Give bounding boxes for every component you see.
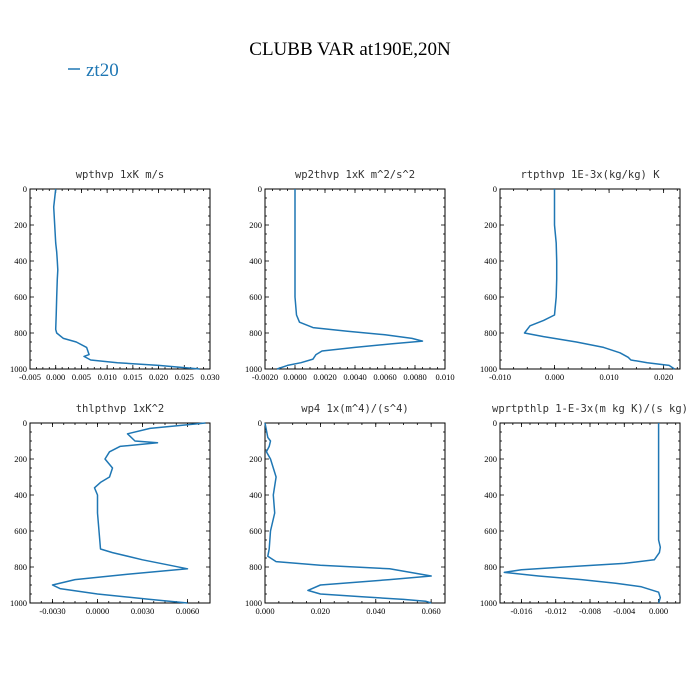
y-tick-label: 600 (484, 292, 497, 302)
y-tick-label: 1000 (245, 598, 262, 608)
x-tick-label: -0.004 (613, 606, 636, 616)
y-tick-label: 0 (258, 184, 262, 194)
x-tick-label: 0.0000 (283, 372, 306, 382)
panel-title: wp2thvp 1xK m^2/s^2 (295, 169, 415, 181)
panel-title: wpthvp 1xK m/s (76, 169, 165, 181)
x-tick-label: 0.010 (435, 372, 454, 382)
series-line (276, 189, 424, 370)
x-tick-label: 0.020 (654, 372, 673, 382)
chart-panel: thlpthvp 1xK^2 0 200 400 600 800 1000 -0.0030 0.… (10, 403, 211, 616)
y-tick-label: 0 (493, 184, 497, 194)
x-tick-label: 0.000 (255, 606, 274, 616)
series-line (51, 422, 206, 604)
chart-panel: wp2thvp 1xK m^2/s^2 0 200 400 600 800 1000-0.0… (245, 169, 455, 382)
x-tick-label: 0.0000 (86, 606, 109, 616)
y-tick-label: 0 (258, 418, 262, 428)
y-tick-label: 0 (493, 418, 497, 428)
y-tick-label: 200 (14, 454, 27, 464)
x-tick-label: 0.015 (123, 372, 142, 382)
series-line (523, 189, 675, 370)
x-tick-label: 0.025 (175, 372, 194, 382)
y-tick-label: 400 (14, 256, 27, 266)
y-tick-label: 0 (23, 418, 27, 428)
y-tick-label: 0 (23, 184, 27, 194)
x-tick-label: 0.0060 (373, 372, 396, 382)
x-tick-label: 0.010 (98, 372, 117, 382)
chart-panel: wpthvp 1xK m/s 0 200 400 600 800 1000-0.005 0.0… (10, 169, 220, 382)
legend: zt20 (68, 60, 119, 81)
x-tick-label: 0.005 (72, 372, 91, 382)
y-tick-label: 800 (484, 328, 497, 338)
x-tick-label: -0.008 (579, 606, 601, 616)
y-tick-label: 1000 (480, 598, 497, 608)
y-tick-label: 200 (14, 220, 27, 230)
x-tick-label: 0.040 (366, 606, 385, 616)
y-tick-label: 400 (14, 490, 27, 500)
x-tick-label: 0.000 (46, 372, 65, 382)
y-tick-label: 1000 (480, 364, 497, 374)
figure-title: CLUBB VAR at190E,20N (249, 39, 451, 60)
x-tick-label: 0.020 (311, 606, 330, 616)
plot-frame (264, 422, 446, 604)
y-tick-label: 200 (249, 220, 262, 230)
chart-panel: wprtpthlp 1-E-3x(m kg K)/(s kg) 0 200 400 60… (480, 403, 688, 616)
y-tick-label: 600 (249, 292, 262, 302)
y-tick-label: 800 (249, 328, 262, 338)
x-tick-label: 0.0040 (343, 372, 366, 382)
series-line (52, 188, 200, 370)
y-tick-label: 400 (484, 256, 497, 266)
x-tick-label: 0.000 (649, 606, 668, 616)
y-tick-label: 200 (484, 220, 497, 230)
y-tick-label: 1000 (10, 598, 27, 608)
panel-title: thlpthvp 1xK^2 (76, 403, 165, 415)
x-tick-label: -0.0020 (252, 372, 278, 382)
y-tick-label: 200 (484, 454, 497, 464)
series-line (503, 423, 662, 604)
y-tick-label: 800 (14, 328, 27, 338)
x-tick-label: -0.016 (510, 606, 532, 616)
x-tick-label: 0.0080 (403, 372, 426, 382)
panel-title: wprtpthlp 1-E-3x(m kg K)/(s kg) (492, 403, 688, 415)
x-tick-label: -0.005 (19, 372, 41, 382)
y-tick-label: 1000 (10, 364, 27, 374)
y-tick-label: 400 (484, 490, 497, 500)
x-tick-label: 0.060 (422, 606, 441, 616)
x-tick-label: 0.0060 (176, 606, 199, 616)
y-tick-label: 200 (249, 454, 262, 464)
y-tick-label: 600 (484, 526, 497, 536)
y-tick-label: 800 (484, 562, 497, 572)
legend-label: zt20 (86, 60, 119, 81)
y-tick-label: 400 (249, 490, 262, 500)
chart-panel: rtpthvp 1E-3x(kg/kg) K 0 200 400 600 800 1000-… (480, 169, 681, 382)
x-tick-label: 0.0020 (313, 372, 336, 382)
x-tick-label: -0.010 (489, 372, 511, 382)
y-tick-label: 600 (249, 526, 262, 536)
series-line (264, 422, 432, 604)
x-tick-label: 0.030 (200, 372, 219, 382)
x-tick-label: 0.020 (149, 372, 168, 382)
plot-frame (499, 422, 681, 604)
x-tick-label: 0.000 (545, 372, 564, 382)
y-tick-label: 600 (14, 526, 27, 536)
y-tick-label: 1000 (245, 364, 262, 374)
panel-title: wp4 1x(m^4)/(s^4) (301, 403, 408, 415)
x-tick-label: 0.010 (600, 372, 619, 382)
y-tick-label: 400 (249, 256, 262, 266)
plot-frame (29, 422, 211, 604)
plot-frame (499, 188, 681, 370)
y-tick-label: 800 (249, 562, 262, 572)
x-tick-label: -0.0030 (39, 606, 65, 616)
panel-title: rtpthvp 1E-3x(kg/kg) K (520, 169, 660, 181)
x-tick-label: -0.012 (545, 606, 567, 616)
x-tick-label: 0.0030 (131, 606, 154, 616)
y-tick-label: 600 (14, 292, 27, 302)
y-tick-label: 800 (14, 562, 27, 572)
